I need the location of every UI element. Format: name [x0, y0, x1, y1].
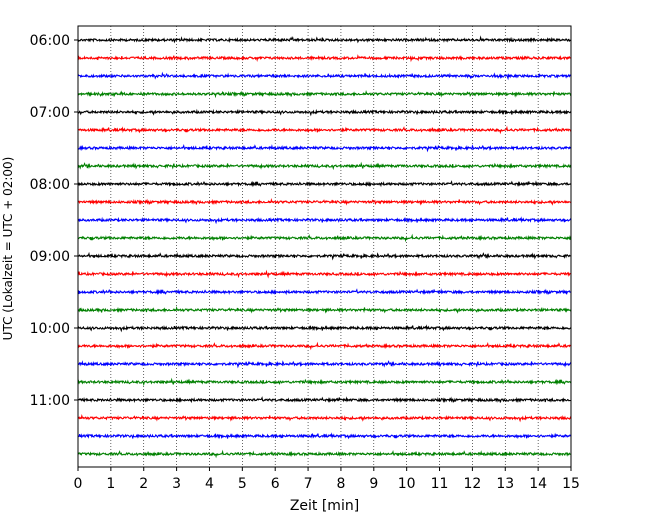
- trace-0845: [77, 233, 572, 243]
- x-tick-label-6: 6: [271, 476, 280, 492]
- trace-1130: [77, 432, 572, 440]
- y-tick-label-5: 11:00: [30, 393, 70, 409]
- y-tick-label-2: 08:00: [30, 177, 70, 193]
- seismic-traces: [77, 35, 572, 459]
- x-tick-label-5: 5: [238, 476, 247, 492]
- trace-0730: [77, 143, 572, 153]
- trace-0745: [77, 161, 572, 171]
- x-tick-label-7: 7: [304, 476, 313, 492]
- plot-frame: [77, 25, 572, 468]
- x-axis-label: Zeit [min]: [290, 498, 359, 514]
- trace-1100: [77, 396, 572, 404]
- trace-0600: [77, 35, 572, 44]
- trace-0930: [77, 288, 572, 296]
- y-axis-label: UTC (Lokalzeit = UTC + 02:00): [1, 157, 15, 341]
- trace-1000: [77, 324, 572, 333]
- x-tick-label-14: 14: [529, 476, 547, 492]
- x-tick-label-0: 0: [74, 476, 83, 492]
- trace-0815: [77, 197, 572, 206]
- trace-0715: [77, 125, 572, 135]
- trace-0830: [77, 216, 572, 225]
- x-tick-label-4: 4: [205, 476, 214, 492]
- trace-0800: [77, 180, 572, 188]
- trace-1115: [77, 413, 572, 423]
- y-axis-ticks: 06:00 07:00 08:00 09:00 10:00 11:00: [30, 33, 78, 409]
- x-tick-label-9: 9: [369, 476, 378, 492]
- y-tick-label-1: 07:00: [30, 105, 70, 121]
- x-tick-label-10: 10: [398, 476, 416, 492]
- x-tick-label-13: 13: [496, 476, 514, 492]
- trace-0700: [77, 108, 572, 117]
- trace-0615: [77, 54, 572, 63]
- trace-0630: [77, 71, 572, 81]
- x-tick-label-11: 11: [431, 476, 449, 492]
- trace-1145: [77, 449, 572, 459]
- x-axis-ticks: 0 1 2 3 4 5 6 7 8 9 10 11 12 13 14 15: [74, 467, 580, 492]
- trace-0945: [77, 306, 572, 314]
- x-tick-label-8: 8: [336, 476, 345, 492]
- trace-1015: [77, 341, 572, 351]
- y-tick-label-4: 10:00: [30, 321, 70, 337]
- x-tick-label-2: 2: [139, 476, 148, 492]
- y-tick-label-3: 09:00: [30, 249, 70, 265]
- trace-0915: [77, 269, 572, 279]
- y-tick-label-0: 06:00: [30, 33, 70, 49]
- trace-0900: [77, 251, 572, 261]
- x-tick-label-1: 1: [106, 476, 115, 492]
- x-tick-label-15: 15: [562, 476, 580, 492]
- x-tick-label-3: 3: [172, 476, 181, 492]
- trace-1030: [77, 360, 572, 369]
- trace-1045: [77, 377, 572, 387]
- trace-0645: [77, 90, 572, 99]
- x-tick-label-12: 12: [463, 476, 481, 492]
